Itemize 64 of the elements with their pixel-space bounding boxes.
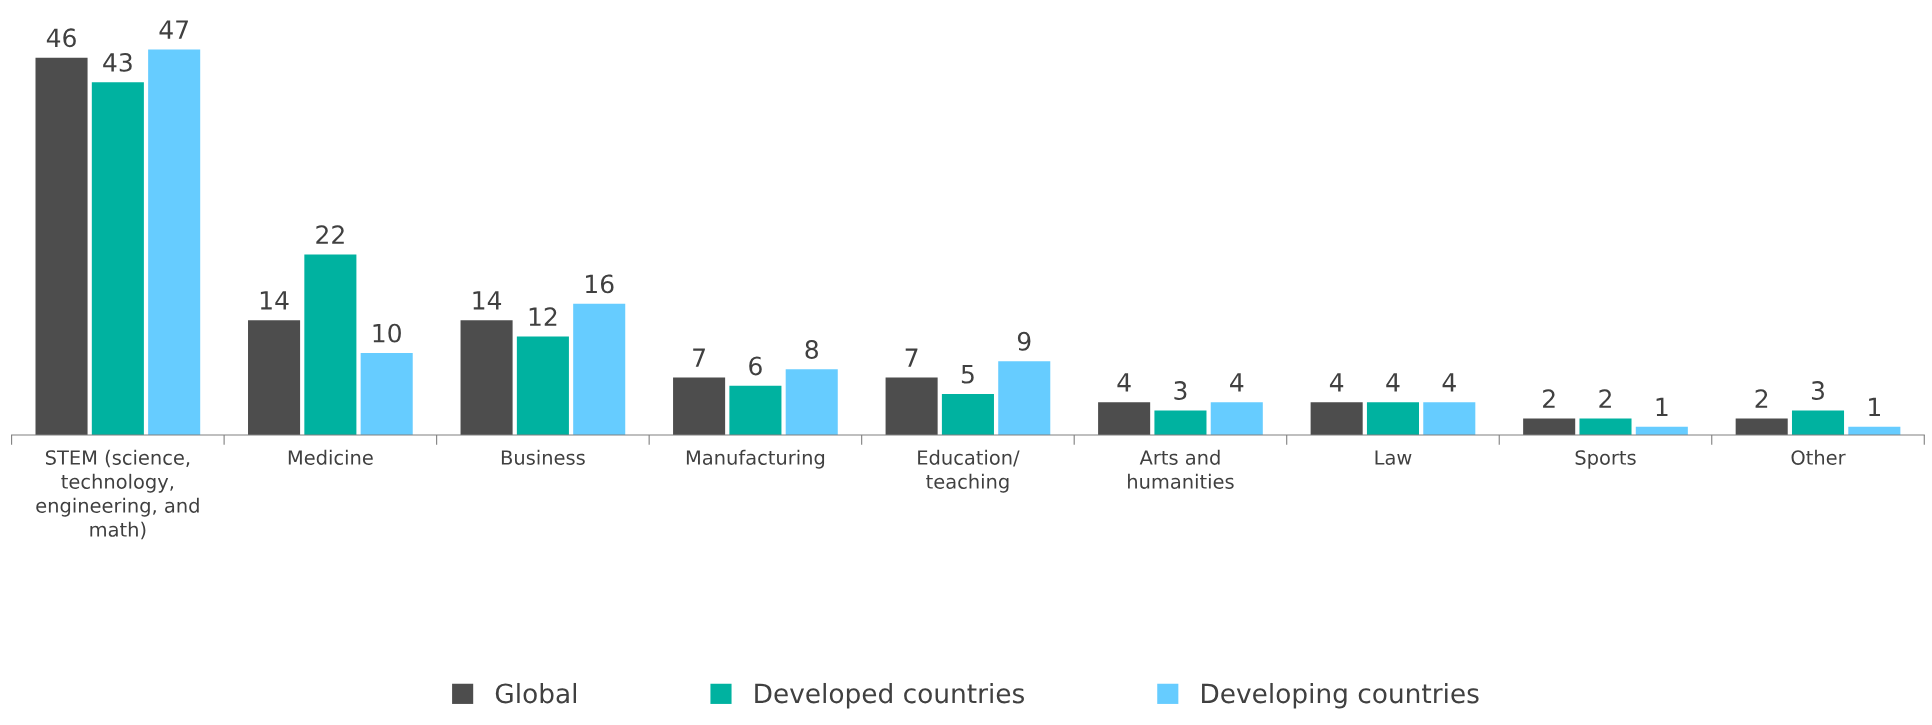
bar (1310, 402, 1363, 435)
data-label: 4 (1329, 373, 1344, 392)
data-label: 2 (1543, 389, 1555, 408)
x-tick-label: STEM (science, technology, engineering, and math) (36, 449, 199, 540)
x-tick-label: Medicine (288, 449, 373, 465)
data-label: 2 (1599, 389, 1611, 408)
bar (1210, 402, 1263, 435)
bar (998, 361, 1051, 435)
data-label: 7 (905, 348, 918, 367)
bar (148, 49, 201, 435)
data-label: 1 (1656, 397, 1668, 417)
data-label: 47 (159, 20, 188, 39)
bar (304, 254, 357, 435)
legend-label: Developed countries (755, 682, 1024, 709)
data-label: 4 (1442, 373, 1456, 392)
data-label: 2 (1755, 389, 1768, 408)
legend-label: Global (495, 682, 577, 704)
bar (516, 336, 569, 435)
bar (248, 320, 301, 435)
bar (785, 369, 838, 435)
bar (573, 303, 626, 435)
bar (1791, 410, 1845, 435)
bar (91, 82, 144, 435)
x-tick-label: Arts and humanities (1128, 449, 1234, 489)
bar (35, 57, 88, 435)
bar (1423, 402, 1476, 435)
data-label: 7 (693, 348, 705, 367)
data-label: 3 (1811, 381, 1824, 400)
data-label: 14 (260, 291, 289, 310)
data-label: 22 (316, 225, 344, 244)
data-label: 4 (1230, 373, 1244, 392)
bar (885, 377, 938, 435)
bar (941, 393, 994, 435)
data-label: 4 (1117, 373, 1131, 392)
bar (1579, 418, 1632, 435)
bar (1154, 410, 1207, 435)
bar (729, 385, 782, 435)
bar (360, 352, 413, 435)
data-label: 14 (473, 291, 502, 310)
x-tick-label: Other (1791, 449, 1846, 465)
x-tick-label: Sports (1575, 450, 1636, 469)
data-label: 9 (1017, 331, 1031, 351)
bar (1523, 418, 1576, 435)
data-label: 46 (46, 28, 76, 48)
x-tick-label: Business (501, 449, 585, 465)
data-label: 5 (961, 365, 974, 384)
x-tick-label: Education/ teaching (918, 449, 1020, 493)
data-label: 10 (373, 323, 401, 343)
data-label: 3 (1174, 381, 1187, 400)
data-label: 12 (529, 307, 557, 326)
x-tick-label: Law (1375, 450, 1412, 465)
legend-label: Developing countries (1202, 682, 1479, 709)
bar (1735, 418, 1788, 435)
data-label: 6 (749, 356, 762, 376)
bar (1098, 402, 1151, 435)
data-label: 16 (586, 274, 614, 294)
data-label: 4 (1386, 373, 1400, 392)
bar (460, 320, 513, 435)
data-label: 8 (805, 340, 818, 359)
bar (1366, 402, 1420, 435)
data-label: 1 (1869, 397, 1880, 417)
bar (673, 377, 726, 435)
data-label: 43 (103, 52, 132, 72)
x-tick-label: Manufacturing (686, 449, 825, 469)
